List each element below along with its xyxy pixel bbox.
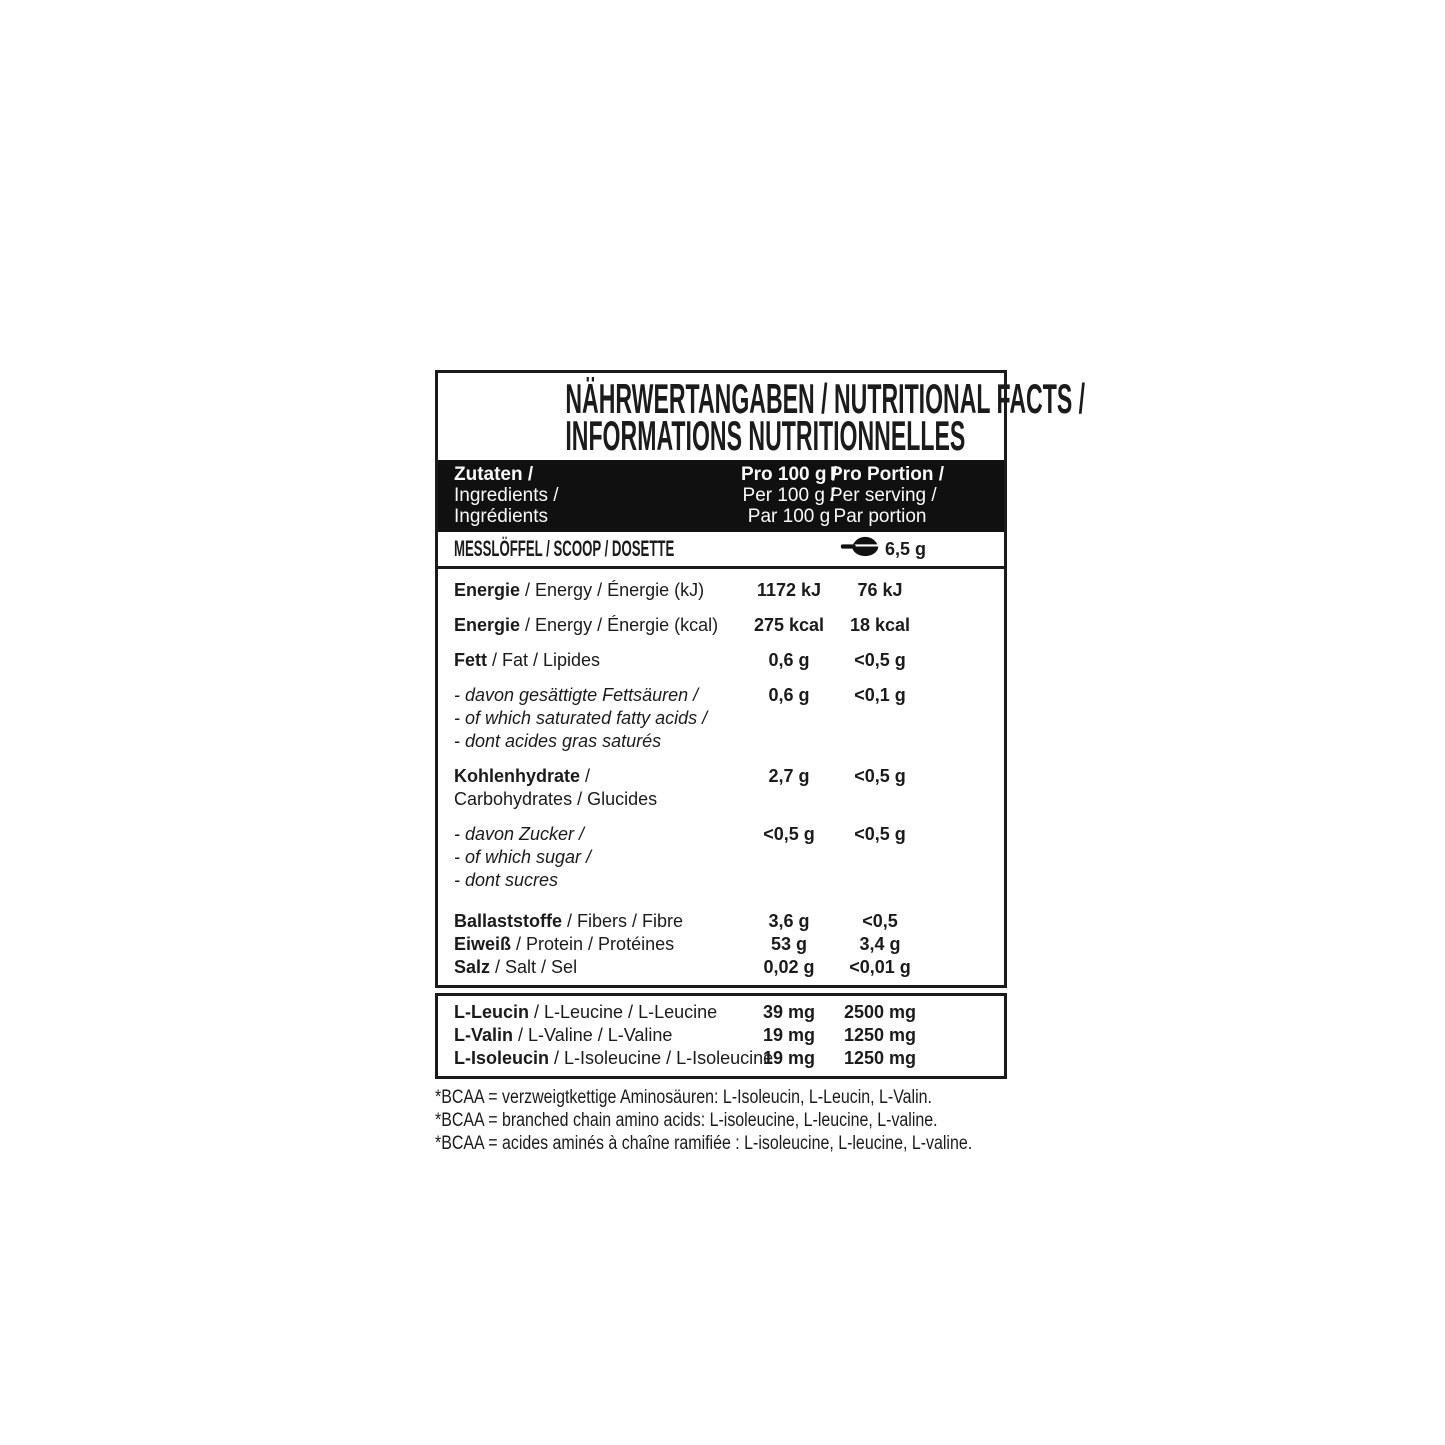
nutrient-label-line: Kohlenhydrate / [454, 766, 591, 786]
nutrient-label: Energie / Energy / Énergie (kcal) [454, 614, 739, 637]
table-row: - davon Zucker / - of which sugar / - dont… [438, 817, 1004, 898]
table-row: L-Leucin / L-Leucine / L-Leucine 39 mg 250… [438, 1001, 1004, 1024]
title-line-1: NÄHRWERTANGABEN / NUTRITIONAL FACTS / [565, 375, 1086, 422]
table-row: - davon gesättigte Fettsäuren / - of whic… [438, 678, 1004, 759]
nutrient-label-line: L-Leucin / L-Leucine / L-Leucine [454, 1002, 718, 1022]
column-header-bar: Zutaten / Ingredients / Ingrédients Pro … [438, 460, 1004, 532]
nutrient-label-line: - of which sugar / [454, 847, 592, 867]
nutrient-label-line: - davon gesättigte Fettsäuren / [454, 685, 699, 705]
nutrient-label: - davon gesättigte Fettsäuren / - of whic… [454, 684, 739, 753]
header-per-100g-line: Pro 100 g / [740, 464, 838, 485]
value-per-100g: 0,6 g [768, 685, 810, 705]
header-per-portion-line: Par portion [833, 506, 927, 527]
footnote-line: *BCAA = verzweigtkettige Aminosäuren: L-… [435, 1087, 932, 1108]
header-per-100g-line: Par 100 g [747, 506, 831, 527]
table-row: Energie / Energy / Énergie (kJ) 1172 kJ 76… [438, 573, 1004, 608]
value-per-portion: <0,1 g [854, 685, 906, 705]
nutrient-label: Fett / Fat / Lipides [454, 649, 739, 672]
value-per-portion: 1250 mg [843, 1025, 917, 1045]
title-line-2: INFORMATIONS NUTRITIONNELLES [565, 412, 966, 459]
value-per-portion: 1250 mg [843, 1048, 917, 1068]
value-per-portion: <0,01 g [849, 957, 911, 977]
header-ingredients-line: Ingredients / [454, 485, 559, 506]
table-row: L-Valin / L-Valine / L-Valine 19 mg 1250 m… [438, 1024, 1004, 1047]
nutrient-label: - davon Zucker / - of which sugar / - dont… [454, 823, 739, 892]
value-per-portion: <0,5 g [854, 650, 906, 670]
nutrient-rows: Energie / Energy / Énergie (kJ) 1172 kJ 76… [438, 569, 1004, 985]
header-per-portion-line: Per serving / [830, 485, 937, 506]
value-per-portion: 76 kJ [857, 580, 903, 600]
footnote-line: *BCAA = acides aminés à chaîne ramifiée … [435, 1133, 973, 1154]
value-per-100g: 53 g [770, 934, 808, 954]
scoop-value: 6,5 g [884, 538, 926, 559]
table-row: Eiweiß / Protein / Protéines 53 g 3,4 g [438, 933, 1004, 956]
nutrition-label: NÄHRWERTANGABEN / NUTRITIONAL FACTS / IN… [435, 370, 1086, 1155]
nutrient-label-line: Eiweiß / Protein / Protéines [454, 934, 675, 954]
value-per-100g: 2,7 g [768, 766, 810, 786]
amino-acid-table: L-Leucin / L-Leucine / L-Leucine 39 mg 250… [435, 993, 1007, 1079]
value-per-100g: 19 mg [762, 1048, 816, 1068]
nutrient-label-line: Energie / Energy / Énergie (kJ) [454, 580, 705, 600]
table-row: Energie / Energy / Énergie (kcal) 275 kca… [438, 608, 1004, 643]
scoop-row: MESSLÖFFEL / SCOOP / DOSETTE 6,5 g [438, 532, 1004, 569]
header-ingredients-line: Ingrédients [454, 506, 549, 527]
header-ingredients: Zutaten / Ingredients / Ingrédients [438, 464, 739, 527]
table-row: Salz / Salt / Sel 0,02 g <0,01 g [438, 956, 1004, 979]
nutrient-label: Eiweiß / Protein / Protéines [454, 933, 739, 956]
table-row: Ballaststoffe / Fibers / Fibre 3,6 g <0,5 [438, 898, 1004, 933]
footnote-line: *BCAA = branched chain amino acids: L-is… [435, 1110, 938, 1131]
nutrient-label-line: L-Isoleucin / L-Isoleucine / L-Isoleucin… [454, 1048, 774, 1068]
nutrient-label-line: - davon Zucker / [454, 824, 585, 844]
value-per-portion: <0,5 [862, 911, 898, 931]
nutrient-label-line: Energie / Energy / Énergie (kcal) [454, 615, 719, 635]
scoop-label: MESSLÖFFEL / SCOOP / DOSETTE [454, 536, 675, 561]
value-per-100g: 0,6 g [768, 650, 810, 670]
value-per-100g: 3,6 g [768, 911, 810, 931]
header-per-100g-line: Per 100 g / [742, 485, 836, 506]
header-ingredients-line: Zutaten / [454, 464, 534, 485]
nutrient-label: Ballaststoffe / Fibers / Fibre [454, 910, 739, 933]
nutrient-label-line: Salz / Salt / Sel [454, 957, 578, 977]
footnotes: *BCAA = verzweigtkettige Aminosäuren: L-… [435, 1086, 1007, 1155]
nutrient-label: Kohlenhydrate / Carbohydrates / Glucides [454, 765, 739, 811]
value-per-100g: 0,02 g [763, 957, 815, 977]
nutrient-label-line: Ballaststoffe / Fibers / Fibre [454, 911, 684, 931]
header-per-100g: Pro 100 g / Per 100 g / Par 100 g [739, 464, 839, 527]
header-per-portion-line: Pro Portion / [830, 464, 944, 485]
scoop-icon [840, 535, 880, 563]
value-per-portion: 3,4 g [859, 934, 901, 954]
value-per-100g: 275 kcal [753, 615, 825, 635]
value-per-100g: 1172 kJ [756, 580, 822, 600]
value-per-100g: <0,5 g [763, 824, 815, 844]
nutrient-label: L-Leucin / L-Leucine / L-Leucine [454, 1001, 739, 1024]
table-title: NÄHRWERTANGABEN / NUTRITIONAL FACTS / IN… [438, 373, 1086, 460]
nutrient-label-line: - of which saturated fatty acids / [454, 708, 708, 728]
nutrient-label-line: Fett / Fat / Lipides [454, 650, 601, 670]
value-per-portion: <0,5 g [854, 824, 906, 844]
scoop-amount: 6,5 g [840, 535, 926, 563]
nutrition-table: NÄHRWERTANGABEN / NUTRITIONAL FACTS / IN… [435, 370, 1086, 988]
value-per-portion: 2500 mg [843, 1002, 917, 1022]
nutrient-label: L-Isoleucin / L-Isoleucine / L-Isoleucin… [454, 1047, 774, 1070]
nutrient-label-line: Carbohydrates / Glucides [454, 789, 658, 809]
value-per-portion: <0,5 g [854, 766, 906, 786]
nutrient-label-line: - dont sucres [454, 870, 559, 890]
nutrient-label-line: - dont acides gras saturés [454, 731, 662, 751]
header-per-portion: Pro Portion / Per serving / Par portion [830, 464, 944, 527]
table-row: Kohlenhydrate / Carbohydrates / Glucides 2… [438, 759, 1004, 817]
nutrient-label: L-Valin / L-Valine / L-Valine [454, 1024, 739, 1047]
value-per-100g: 39 mg [762, 1002, 816, 1022]
nutrient-label: Energie / Energy / Énergie (kJ) [454, 579, 739, 602]
value-per-portion: 18 kcal [849, 615, 911, 635]
table-row: Fett / Fat / Lipides 0,6 g <0,5 g [438, 643, 1004, 678]
nutrient-label: Salz / Salt / Sel [454, 956, 739, 979]
nutrient-label-line: L-Valin / L-Valine / L-Valine [454, 1025, 673, 1045]
value-per-100g: 19 mg [762, 1025, 816, 1045]
table-row: L-Isoleucin / L-Isoleucine / L-Isoleucin… [438, 1047, 1004, 1070]
